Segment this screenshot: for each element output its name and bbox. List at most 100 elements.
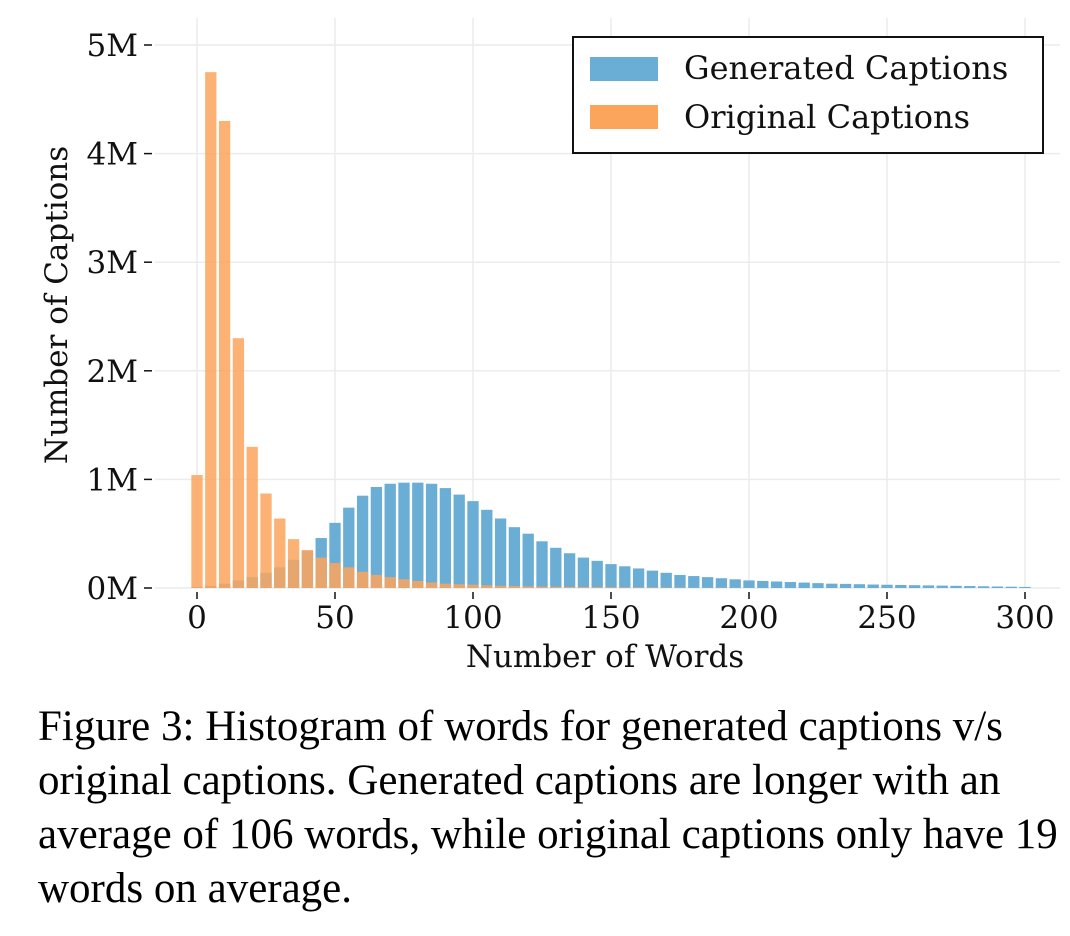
bar: [329, 522, 341, 588]
bar: [632, 587, 645, 588]
bar: [770, 581, 783, 588]
bar: [246, 446, 258, 588]
bar: [577, 557, 590, 588]
y-tick-label: 3M: [87, 245, 138, 281]
bar: [798, 582, 810, 588]
bar: [1005, 586, 1017, 588]
bar: [536, 541, 548, 588]
bar: [481, 509, 493, 588]
bar: [343, 507, 355, 588]
y-tick-label: 5M: [87, 28, 138, 64]
bar: [370, 574, 383, 588]
bar: [453, 584, 465, 588]
x-tick-label: 300: [995, 600, 1054, 636]
bar: [467, 584, 479, 588]
y-axis: 0M 1M 2M 3M 4M 5M: [87, 28, 152, 607]
legend-label-original: Original Captions: [684, 98, 970, 136]
bar: [329, 563, 341, 588]
bar: [922, 585, 935, 588]
bar: [412, 482, 424, 588]
bar: [205, 72, 217, 588]
bar: [522, 533, 534, 588]
original-captions-bars: [191, 72, 755, 589]
bar: [494, 585, 507, 588]
bar: [577, 587, 590, 588]
bar: [563, 586, 576, 588]
bar: [908, 585, 921, 588]
bar: [384, 577, 396, 588]
bar: [563, 553, 576, 588]
bar: [412, 580, 424, 588]
bar: [356, 571, 369, 588]
bar: [591, 560, 603, 588]
bar: [453, 494, 465, 588]
bar: [743, 580, 755, 588]
x-axis: 0 50 100 150 200 250 300: [187, 592, 1055, 636]
x-axis-title: Number of Words: [466, 639, 744, 675]
y-tick-label: 2M: [87, 354, 138, 390]
bar: [494, 518, 507, 588]
bar: [881, 584, 893, 588]
bar: [619, 587, 631, 588]
bar: [508, 527, 521, 588]
legend: Generated Captions Original Captions: [572, 36, 1044, 154]
bar: [508, 586, 521, 588]
y-tick-label: 4M: [87, 137, 138, 173]
bar: [867, 584, 879, 588]
legend-swatch-generated: [590, 57, 658, 81]
bar: [191, 475, 203, 588]
x-tick-label: 150: [581, 600, 640, 636]
bar: [812, 583, 824, 588]
bar: [646, 587, 659, 588]
bar: [646, 570, 659, 588]
y-axis-title: Number of Captions: [39, 146, 75, 464]
bar: [701, 577, 714, 588]
bar: [619, 566, 631, 588]
legend-frame: [572, 36, 1044, 154]
bar: [425, 582, 438, 588]
bar: [936, 585, 948, 588]
bar: [964, 586, 976, 588]
bar: [274, 518, 286, 588]
bar: [591, 587, 603, 588]
bar: [715, 578, 728, 588]
bar: [757, 580, 769, 588]
bar: [315, 557, 327, 588]
bar: [729, 579, 741, 588]
bar: [439, 488, 452, 588]
histogram-chart: 0M 1M 2M 3M 4M 5M 0 50 100 150 200 250 300 Number o…: [39, 18, 1060, 675]
bar: [605, 564, 617, 588]
x-tick-label: 50: [315, 600, 354, 636]
figure-caption: Figure 3: Histogram of words for generat…: [38, 703, 1058, 912]
bar: [784, 582, 797, 588]
x-tick-label: 0: [187, 600, 207, 636]
bar: [688, 576, 700, 588]
bar: [384, 483, 396, 588]
bar: [991, 586, 1004, 588]
bar: [398, 482, 410, 588]
bar: [605, 587, 617, 588]
bar: [218, 121, 231, 589]
x-tick-label: 250: [857, 600, 916, 636]
bar: [977, 586, 990, 588]
x-tick-label: 100: [443, 600, 502, 636]
bar: [356, 495, 369, 588]
x-tick-label: 200: [719, 600, 778, 636]
bar: [632, 568, 645, 588]
legend-swatch-original: [590, 105, 658, 129]
bar: [343, 567, 355, 588]
bar: [287, 539, 300, 588]
bar: [232, 338, 245, 588]
bar: [425, 483, 438, 588]
bar: [439, 583, 452, 588]
bar: [895, 584, 907, 588]
bar: [522, 586, 534, 588]
bar: [398, 579, 410, 588]
bar: [467, 501, 479, 588]
bar: [674, 574, 686, 588]
bar: [950, 585, 962, 588]
bar: [370, 487, 383, 588]
bar: [260, 493, 272, 588]
bar: [660, 572, 672, 588]
bar: [301, 549, 314, 588]
